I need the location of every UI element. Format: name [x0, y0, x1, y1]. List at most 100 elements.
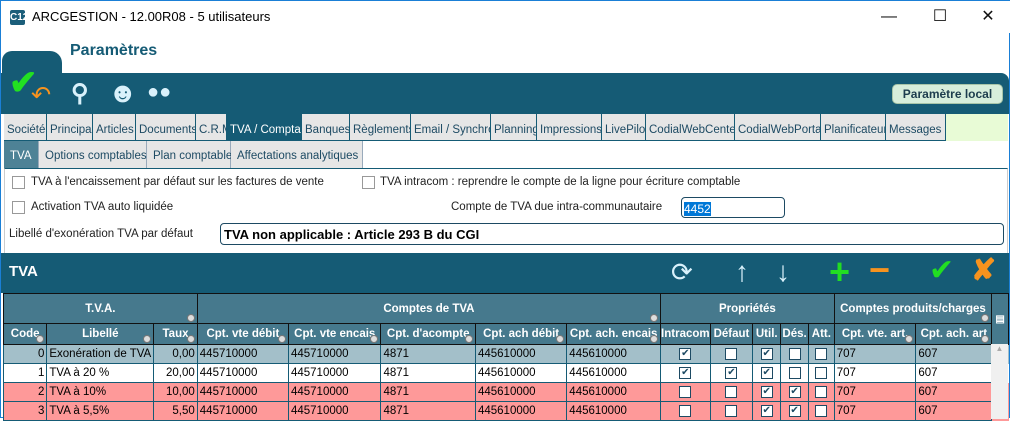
att-checkbox[interactable] — [815, 366, 828, 379]
acompte-cell[interactable]: 4871 — [380, 401, 476, 421]
taux-cell[interactable]: 20,00 — [153, 363, 198, 383]
att-checkbox[interactable] — [815, 385, 828, 398]
search-icon[interactable] — [370, 335, 379, 343]
libelle-cell[interactable]: Exonération de TVA — [46, 344, 155, 364]
ach_debit-cell[interactable]: 445610000 — [474, 401, 568, 421]
intracom-cell[interactable] — [660, 382, 711, 402]
util-cell[interactable]: ✔ — [752, 363, 782, 383]
taux-cell[interactable]: 10,00 — [153, 382, 198, 402]
tab-impressions[interactable]: Impressions — [537, 114, 602, 141]
des-cell[interactable]: ✔ — [780, 382, 809, 402]
tva-encaissement-checkbox[interactable] — [12, 176, 25, 189]
tab-messages[interactable]: Messages — [886, 114, 946, 141]
table-row[interactable]: 2 TVA à 10% 10,00 445710000 445710000 4871 445… — [2, 382, 1009, 402]
util-cell[interactable]: ✔ — [752, 401, 782, 421]
ach_encais-cell[interactable]: 445610000 — [566, 382, 662, 402]
maximize-button[interactable]: ☐ — [932, 8, 948, 25]
tab-crm[interactable]: C.R.M — [196, 114, 227, 141]
vte_debit-cell[interactable]: 445710000 — [196, 363, 289, 383]
code-cell[interactable]: 0 — [2, 344, 48, 364]
ach_encais-cell[interactable]: 445610000 — [566, 344, 662, 364]
table-row[interactable]: 1 TVA à 20 % 20,00 445710000 445710000 4871 44… — [2, 363, 1009, 383]
vte_art-cell[interactable]: 707 — [833, 401, 917, 421]
att-checkbox[interactable] — [815, 347, 828, 360]
tva-intracom-checkbox[interactable] — [362, 176, 375, 189]
des-cell[interactable]: ✔ — [780, 401, 809, 421]
search-icon[interactable]: ⚲ — [71, 80, 89, 107]
tab-banques[interactable]: Banques — [302, 114, 350, 141]
util-cell[interactable]: ✔ — [752, 344, 782, 364]
column-header[interactable]: Cpt. ach. encais — [566, 323, 662, 345]
tab-principal[interactable]: Principal — [47, 114, 93, 141]
util-cell[interactable]: ✔ — [752, 382, 782, 402]
acompte-cell[interactable]: 4871 — [380, 363, 476, 383]
column-header[interactable]: Att. — [807, 323, 835, 345]
validate-icon[interactable]: ✔ — [929, 254, 955, 287]
local-parameter-button[interactable]: Paramètre local — [892, 84, 1003, 104]
column-header[interactable]: Cpt. vte débit — [196, 323, 289, 345]
search-icon[interactable] — [186, 314, 195, 322]
libelle-cell[interactable]: TVA à 10% — [46, 382, 155, 402]
vte_encais-cell[interactable]: 445710000 — [287, 344, 382, 364]
vte_art-cell[interactable]: 707 — [833, 382, 917, 402]
users-group-icon[interactable]: ●● — [147, 81, 172, 103]
search-icon[interactable] — [464, 335, 473, 343]
intracom-cell[interactable]: ✔ — [660, 344, 711, 364]
defaut-checkbox[interactable] — [725, 404, 738, 417]
vte_encais-cell[interactable]: 445710000 — [287, 382, 382, 402]
des-checkbox[interactable]: ✔ — [788, 404, 801, 417]
intracom-checkbox[interactable]: ✔ — [679, 366, 692, 379]
tab-planificateur[interactable]: Planificateur — [821, 114, 886, 141]
search-icon[interactable] — [981, 314, 990, 322]
intracom-checkbox[interactable]: ✔ — [679, 347, 692, 360]
arrow-down-icon[interactable]: ↓ — [776, 256, 790, 287]
vertical-scrollbar[interactable]: ▲ — [991, 344, 1008, 419]
refresh-icon[interactable]: ⟳ — [671, 257, 693, 287]
tab-articles[interactable]: Articles — [93, 114, 136, 141]
des-checkbox[interactable] — [788, 347, 801, 360]
code-cell[interactable]: 2 — [2, 382, 48, 402]
ach_debit-cell[interactable]: 445610000 — [474, 382, 568, 402]
att-cell[interactable] — [807, 344, 835, 364]
vte_debit-cell[interactable]: 445710000 — [196, 401, 289, 421]
ach_debit-cell[interactable]: 445610000 — [474, 363, 568, 383]
validate-logo-icon[interactable]: ✔ — [9, 64, 38, 102]
user-icon[interactable]: ☻ — [108, 77, 138, 108]
search-icon[interactable] — [650, 335, 659, 343]
subtab-plan-comptable[interactable]: Plan comptable — [147, 141, 232, 168]
att-cell[interactable] — [807, 363, 835, 383]
tab-planning[interactable]: Planning — [491, 114, 537, 141]
vte_debit-cell[interactable]: 445710000 — [196, 344, 289, 364]
taux-cell[interactable]: 0,00 — [153, 344, 198, 364]
column-header[interactable]: Taux — [153, 323, 198, 345]
tab-documents[interactable]: Documents — [136, 114, 196, 141]
des-cell[interactable] — [780, 344, 809, 364]
defaut-cell[interactable] — [709, 382, 754, 402]
defaut-cell[interactable]: ✔ — [709, 363, 754, 383]
libelle-cell[interactable]: TVA à 20 % — [46, 363, 155, 383]
defaut-checkbox[interactable] — [725, 385, 738, 398]
group-tva[interactable]: T.V.A. — [3, 293, 198, 324]
libelle-cell[interactable]: TVA à 5,5% — [46, 401, 155, 421]
group-proprietes[interactable]: Propriétés — [660, 293, 835, 324]
close-button[interactable]: ✕ — [981, 8, 995, 25]
att-cell[interactable] — [807, 382, 835, 402]
vte_art-cell[interactable]: 707 — [833, 344, 917, 364]
group-comptes-produits[interactable]: Comptes produits/charges — [833, 293, 993, 324]
search-icon[interactable] — [143, 335, 152, 343]
cancel-icon[interactable]: ✘ — [971, 254, 997, 287]
column-header[interactable]: Dés. — [780, 323, 809, 345]
subtab-tva[interactable]: TVA — [4, 141, 39, 168]
intracom-checkbox[interactable] — [679, 404, 692, 417]
column-chooser-icon[interactable]: ▤ — [991, 293, 1009, 345]
des-cell[interactable] — [780, 363, 809, 383]
column-header[interactable]: Défaut — [709, 323, 754, 345]
acompte-cell[interactable]: 4871 — [380, 344, 476, 364]
ach_art-cell[interactable]: 607 — [915, 344, 993, 364]
tab-codialwebportail[interactable]: CodialWebPortail — [735, 114, 821, 141]
compte-intra-input[interactable]: 4452 — [681, 197, 785, 218]
tab-livepilot[interactable]: LivePilot — [602, 114, 646, 141]
ach_art-cell[interactable]: 607 — [915, 382, 993, 402]
column-header[interactable]: Libellé — [46, 323, 155, 345]
column-header[interactable]: Cpt. ach débit — [474, 323, 568, 345]
